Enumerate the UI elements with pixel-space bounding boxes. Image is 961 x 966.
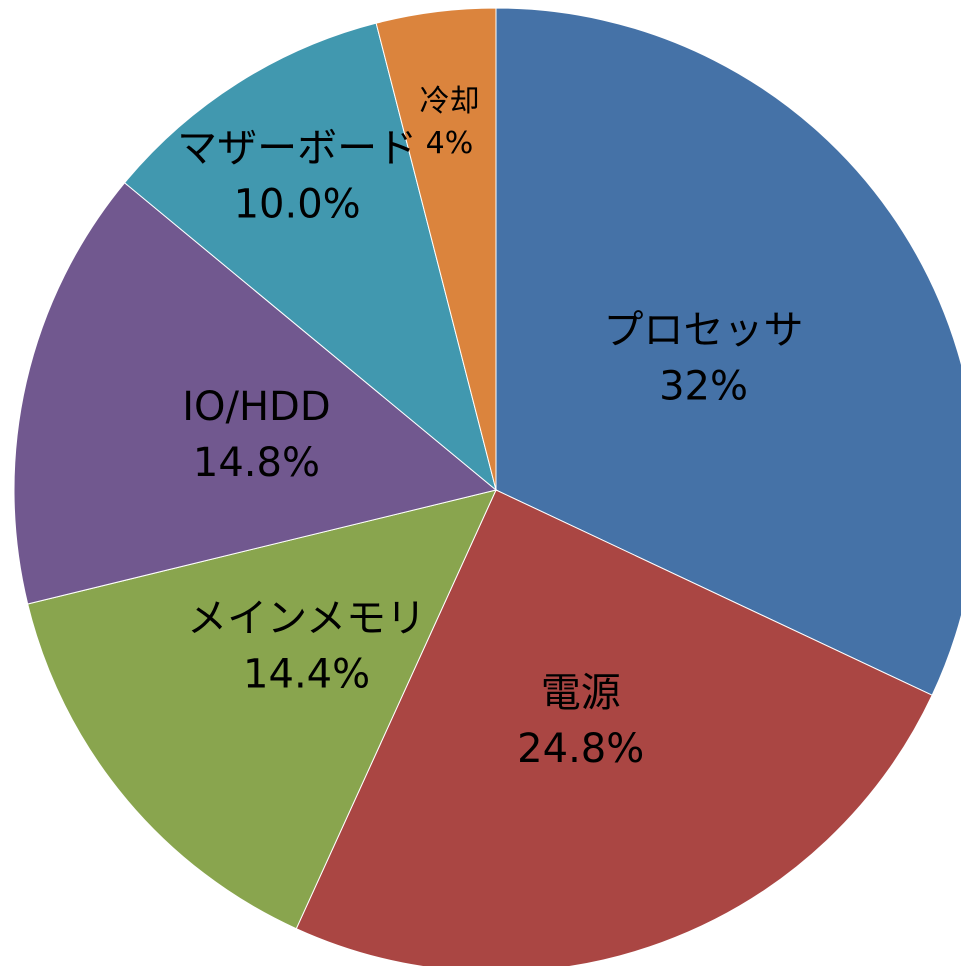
slice-value-label: 32% <box>659 363 748 409</box>
slice-value-label: 24.8% <box>517 726 644 772</box>
slice-value-label: 4% <box>426 126 474 161</box>
slice-label: IO/HDD <box>182 384 330 430</box>
pie-slice <box>495 7 961 696</box>
slice-label: メインメモリ <box>187 596 426 642</box>
slice-value-label: 14.4% <box>243 652 370 698</box>
pie-slice <box>13 182 498 605</box>
pie-slice <box>123 22 497 492</box>
slice-label: 電源 <box>541 670 621 716</box>
slice-label: プロセッサ <box>604 307 804 353</box>
slice-value-label: 14.8% <box>193 440 320 486</box>
slice-label: マザーボード <box>177 126 417 172</box>
pie-slice <box>27 489 497 930</box>
slice-label: 冷却 <box>419 84 479 119</box>
slice-value-label: 10.0% <box>234 182 361 228</box>
pie-slice <box>375 7 497 491</box>
pie-slice <box>295 489 933 966</box>
